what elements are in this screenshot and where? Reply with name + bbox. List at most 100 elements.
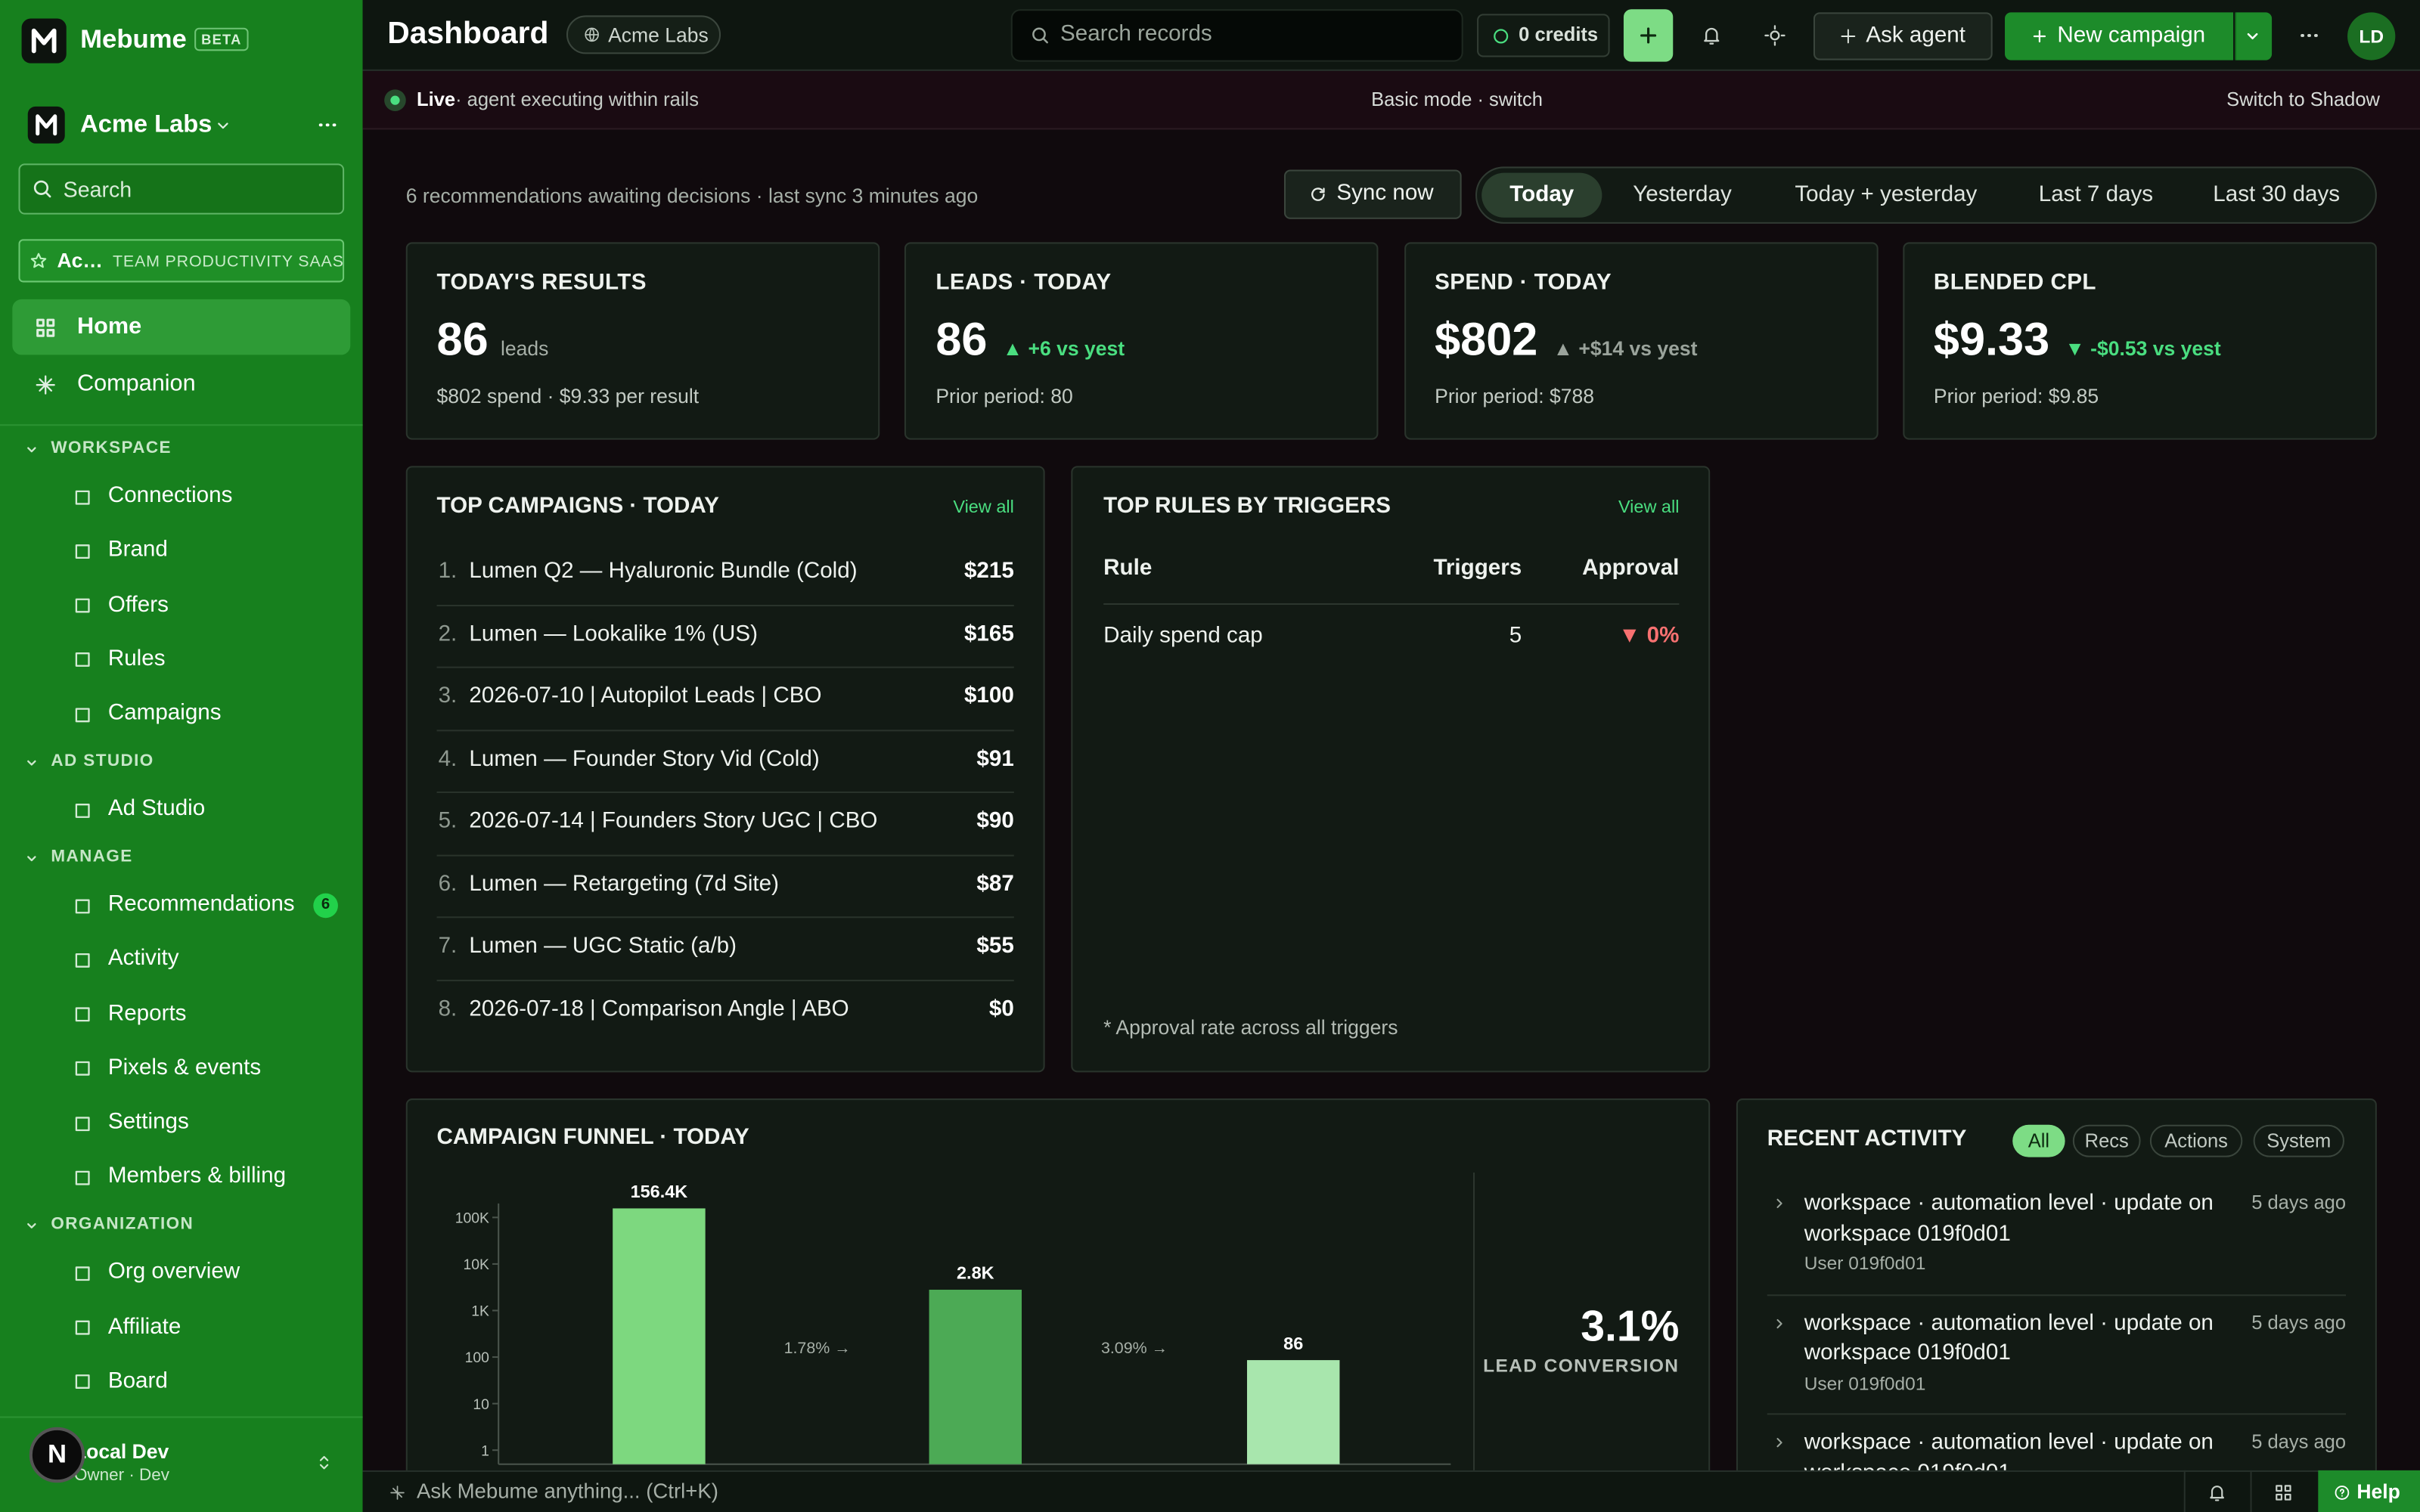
expand xyxy=(1776,1198,1782,1208)
card xyxy=(1736,1098,2377,1512)
logo-mark xyxy=(31,28,57,54)
campaign-name[interactable]: Lumen — UGC Static (a/b) xyxy=(469,934,737,959)
campaign-name[interactable]: 2026-07-18 | Comparison Angle | ABO xyxy=(469,996,849,1021)
sync-button[interactable] xyxy=(1283,169,1462,219)
bar xyxy=(929,1289,1022,1464)
campaign-spend: $87 xyxy=(976,871,1014,897)
y-tick-label: 1 xyxy=(481,1442,489,1459)
nav-item[interactable]: Org overview xyxy=(107,1259,240,1285)
chevron xyxy=(2247,33,2258,40)
bottombar xyxy=(362,1470,2420,1512)
campaign-name[interactable]: 2026-07-14 | Founders Story UGC | CBO xyxy=(469,809,878,834)
campaign-spend: $0 xyxy=(988,996,1014,1021)
user-role: Owner · Dev xyxy=(73,1466,169,1486)
range-tab[interactable]: Yesterday xyxy=(1633,181,1732,207)
campaign-name[interactable]: Lumen — Founder Story Vid (Cold) xyxy=(469,746,820,772)
bar-sep xyxy=(2250,1470,2252,1512)
dev-indicator xyxy=(29,1427,85,1483)
nav-icon xyxy=(75,652,90,668)
bell xyxy=(2210,1485,2225,1501)
campaign-name[interactable]: 2026-07-10 | Autopilot Leads | CBO xyxy=(469,683,822,709)
mode-switch[interactable]: Basic mode · switch xyxy=(1371,88,1543,110)
nav-item[interactable]: Pixels & events xyxy=(107,1055,262,1080)
bar-sep xyxy=(2183,1470,2186,1512)
live: Live xyxy=(417,88,456,110)
range-tab[interactable]: Today + yesterday xyxy=(1795,181,1978,207)
view-all[interactable]: View all xyxy=(953,498,1014,517)
nav-item[interactable]: Members & billing xyxy=(107,1163,287,1189)
y-tick-label: 100 xyxy=(465,1349,490,1366)
nav-icon xyxy=(75,544,90,559)
activity-text[interactable]: workspace · automation level · update on… xyxy=(1804,1191,2214,1246)
filter-label: Recs xyxy=(2084,1129,2129,1151)
workspace-chip[interactable] xyxy=(18,239,345,283)
bell xyxy=(1704,27,1720,45)
bar xyxy=(613,1208,706,1464)
campaign-spend: $90 xyxy=(976,809,1014,834)
nav-item[interactable]: Settings xyxy=(107,1109,189,1135)
range-tab[interactable]: Last 7 days xyxy=(2038,181,2154,207)
campaign-rank: 2. xyxy=(438,621,458,646)
y-tick-label: 10K xyxy=(463,1256,489,1273)
filter-pill[interactable] xyxy=(2012,1124,2065,1157)
filter-pill[interactable] xyxy=(2149,1124,2243,1157)
dev-indicator-letter: N xyxy=(47,1439,67,1469)
globe xyxy=(585,27,599,42)
credits[interactable] xyxy=(1477,14,1610,57)
sparkle xyxy=(1841,29,1856,44)
new-campaign-menu[interactable] xyxy=(2235,12,2273,60)
nav-icon xyxy=(75,1320,90,1335)
sidebar-search[interactable] xyxy=(18,163,345,215)
kpi-delta: ▲ +6 vs yest xyxy=(1002,336,1125,360)
section-title: AD STUDIO xyxy=(51,751,154,771)
card-title: RECENT ACTIVITY xyxy=(1767,1126,1967,1152)
activity-user: User 019f0d01 xyxy=(1804,1252,1926,1275)
search-box[interactable] xyxy=(1010,9,1463,62)
nav-item[interactable]: Recommendations xyxy=(107,892,295,917)
nav-item[interactable]: Companion xyxy=(77,370,196,397)
campaign-name[interactable]: Lumen — Retargeting (7d Site) xyxy=(469,871,779,897)
activity-text[interactable]: workspace · automation level · update on… xyxy=(1804,1310,2214,1366)
campaign-name[interactable]: Lumen Q2 — Hyaluronic Bundle (Cold) xyxy=(469,559,858,584)
nav-item[interactable]: Home xyxy=(77,313,142,339)
filter-pill[interactable] xyxy=(2072,1124,2141,1157)
nav-item[interactable]: Brand xyxy=(107,538,168,562)
bar xyxy=(1246,1360,1340,1464)
nav-item[interactable]: Campaigns xyxy=(107,701,222,726)
bar-label: 86 xyxy=(1283,1334,1303,1353)
row-divider xyxy=(1767,1294,2347,1296)
activity-time: 5 days ago xyxy=(2251,1191,2347,1214)
nav-item[interactable]: Offers xyxy=(107,592,169,617)
card xyxy=(1071,466,1711,1073)
nav-item[interactable]: Ad Studio xyxy=(107,796,206,822)
campaign-rank: 3. xyxy=(438,683,458,709)
nav-item[interactable]: Activity xyxy=(107,947,179,971)
filter-pill[interactable] xyxy=(2253,1124,2344,1157)
footnote: * Approval rate across all triggers xyxy=(1103,1015,1398,1039)
nav-item[interactable]: Board xyxy=(107,1368,168,1393)
view-all[interactable]: View all xyxy=(1618,498,1680,517)
nav-item[interactable]: Rules xyxy=(107,646,166,671)
range-tab[interactable]: Today xyxy=(1509,181,1575,207)
campaign-rank: 6. xyxy=(438,871,458,897)
y-tick-label: 100K xyxy=(455,1210,489,1227)
org-name[interactable]: Acme Labs xyxy=(80,111,213,138)
nav-home-bg[interactable] xyxy=(12,299,351,355)
nav-item[interactable]: Connections xyxy=(107,483,233,509)
campaign-name[interactable]: Lumen — Lookalike 1% (US) xyxy=(469,621,759,646)
command-prompt[interactable]: Ask Mebume anything... (Ctrl+K) xyxy=(417,1479,718,1503)
expand xyxy=(1776,1438,1782,1448)
kpi-sub: $802 spend · $9.33 per result xyxy=(436,384,700,408)
range-tab[interactable]: Last 30 days xyxy=(2213,181,2341,207)
kpi-sub: Prior period: $788 xyxy=(1435,384,1595,408)
card xyxy=(405,242,880,440)
ask-agent-label: Ask agent xyxy=(1866,23,1965,48)
nav-item[interactable]: Reports xyxy=(107,1001,187,1026)
kpi-label: LEAD CONVERSION xyxy=(1483,1356,1679,1376)
nav-item[interactable]: Affiliate xyxy=(107,1314,182,1340)
bar-label: 156.4K xyxy=(631,1182,688,1201)
y-tick-label: 1K xyxy=(471,1303,489,1320)
avatar[interactable] xyxy=(2347,12,2396,60)
shadow-switch[interactable]: Switch to Shadow xyxy=(2226,88,2380,110)
card-title: TOP RULES BY TRIGGERS xyxy=(1103,494,1392,519)
